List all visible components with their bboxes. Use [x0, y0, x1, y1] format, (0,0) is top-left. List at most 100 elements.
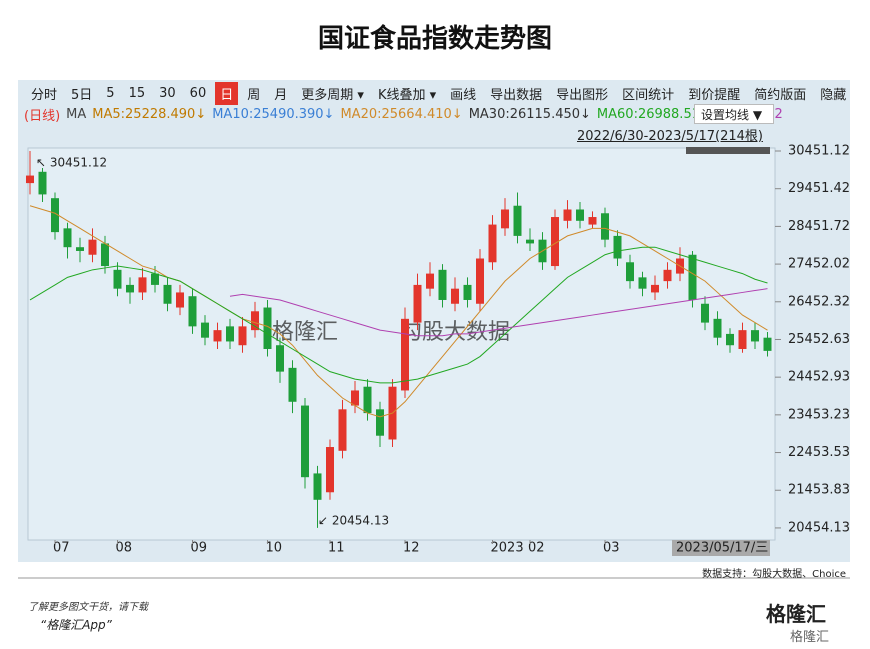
x-tick-label: 02	[528, 541, 545, 556]
candle-body	[201, 322, 209, 338]
candle-body	[763, 337, 772, 351]
x-tick-label: 2023	[491, 541, 524, 556]
candle-body	[626, 262, 634, 282]
toolbar-item[interactable]: 简约版面	[754, 87, 807, 103]
toolbar: 分时 5日 5 15 30 60 日周月更多周期 ▾ K线叠加 ▾ 画线 导出数据 导出图形 区间统计…	[26, 81, 855, 105]
candle-body	[726, 333, 734, 346]
min-annotation: ↙ 20454.13	[318, 514, 389, 528]
legend: (日线) MA MA5:25228.490↓ MA10:25490.390↓ MA20:…	[24, 104, 850, 124]
candle-body	[151, 273, 159, 285]
candle-body	[51, 198, 59, 233]
x-tick-label: 10	[266, 541, 283, 556]
candle-body	[163, 284, 172, 304]
ma-setting[interactable]: 设置均线 ▼	[694, 104, 774, 124]
toolbar-item[interactable]: 隐藏	[820, 87, 847, 103]
candle-body	[376, 409, 384, 436]
candle-body	[463, 284, 472, 300]
candle-body	[226, 326, 234, 342]
candle-body	[138, 277, 147, 293]
candle-body	[751, 330, 759, 342]
candle-body	[576, 209, 584, 221]
ma-line	[229, 288, 768, 337]
max-annotation: ↖ 30451.12	[36, 156, 107, 170]
range-label: 2022/6/30-2023/5/17(214根)	[577, 129, 763, 144]
toolbar-item[interactable]: 导出数据	[490, 87, 543, 103]
y-tick-label: 24452.93	[788, 370, 850, 385]
toolbar-item[interactable]: 60	[189, 85, 207, 101]
legend-entry: MA30:26115.450↓	[468, 106, 591, 122]
toolbar-item[interactable]: 日	[215, 81, 239, 105]
y-tick-label: 20454.13	[788, 520, 850, 535]
scroll-marker	[686, 147, 770, 154]
candle-body	[438, 269, 447, 300]
x-tick-label: 12	[403, 541, 420, 556]
toolbar-item[interactable]: 5	[106, 85, 115, 101]
last-date: 2023/05/17/三	[676, 541, 768, 556]
candle-body	[738, 330, 747, 349]
candle-body	[588, 217, 597, 225]
candle-body	[401, 318, 409, 391]
download-note: 了解更多图文干货，请下载	[28, 602, 148, 613]
toolbar-item[interactable]: 到价提醒	[688, 87, 741, 103]
candle-body	[426, 273, 434, 289]
candle-body	[288, 367, 297, 402]
candle-body	[313, 473, 322, 500]
toolbar-item[interactable]: 导出图形	[556, 87, 609, 103]
toolbar-item[interactable]: K线叠加 ▾	[377, 87, 437, 103]
x-tick-label: 09	[191, 541, 208, 556]
x-tick-label: 11	[328, 541, 345, 556]
candle-body	[326, 447, 334, 493]
toolbar-item[interactable]: 15	[128, 85, 146, 101]
candle-body	[551, 217, 559, 267]
candle-body	[351, 390, 359, 406]
candle-body	[713, 318, 722, 338]
logo: 格隆汇	[766, 602, 826, 626]
date-box	[672, 540, 770, 556]
toolbar-item[interactable]: 区间统计	[622, 87, 675, 103]
candle-body	[688, 254, 697, 300]
candle-body	[613, 235, 622, 259]
legend-prefix: (日线)	[24, 108, 61, 124]
toolbar-item[interactable]: 画线	[450, 87, 477, 103]
app-name: “格隆汇App”	[40, 618, 112, 632]
toolbar-item[interactable]: 更多周期 ▾	[301, 87, 364, 103]
logo-small: 格隆汇	[790, 630, 830, 645]
candle-body	[476, 258, 484, 304]
candle-body	[188, 296, 197, 327]
candle-body	[126, 284, 134, 293]
ma-line	[29, 205, 768, 418]
y-tick-label: 21453.83	[788, 483, 850, 498]
legend-entry: MA20:25664.410↓	[340, 106, 463, 122]
candle-body	[563, 209, 572, 221]
x-tick-label: 07	[53, 541, 70, 556]
candle-body	[513, 205, 522, 236]
candle-body	[638, 277, 647, 289]
y-tick-label: 30451.12	[788, 144, 850, 159]
toolbar-item[interactable]: 5日	[71, 87, 93, 103]
candle-body	[76, 247, 84, 251]
toolbar-item[interactable]: 30	[159, 85, 176, 101]
candle-body	[338, 409, 347, 451]
candle-body	[276, 345, 284, 372]
legend-entry: MA5:25228.490↓	[92, 106, 207, 122]
ma-line	[29, 246, 768, 384]
candle-body	[488, 224, 497, 263]
y-tick-label: 22453.53	[788, 445, 850, 460]
toolbar-item[interactable]: 分时	[31, 87, 58, 103]
candle-body	[26, 175, 34, 184]
candle-body	[501, 209, 509, 229]
candle-body	[213, 330, 222, 342]
y-tick-label: 25452.63	[788, 332, 850, 347]
candle-body	[251, 311, 259, 331]
y-tick-label: 23453.23	[788, 407, 850, 422]
candle-body	[113, 269, 122, 289]
candle-body	[526, 239, 534, 244]
legend-entry: MA60:26988.510↓	[596, 106, 720, 122]
candle-body	[63, 228, 72, 248]
toolbar-item[interactable]: 月	[274, 87, 288, 103]
y-tick-label: 29451.42	[788, 181, 850, 196]
toolbar-item[interactable]: 周	[247, 87, 261, 103]
source-note: 数据支持：勾股大数据、Choice	[702, 569, 846, 580]
